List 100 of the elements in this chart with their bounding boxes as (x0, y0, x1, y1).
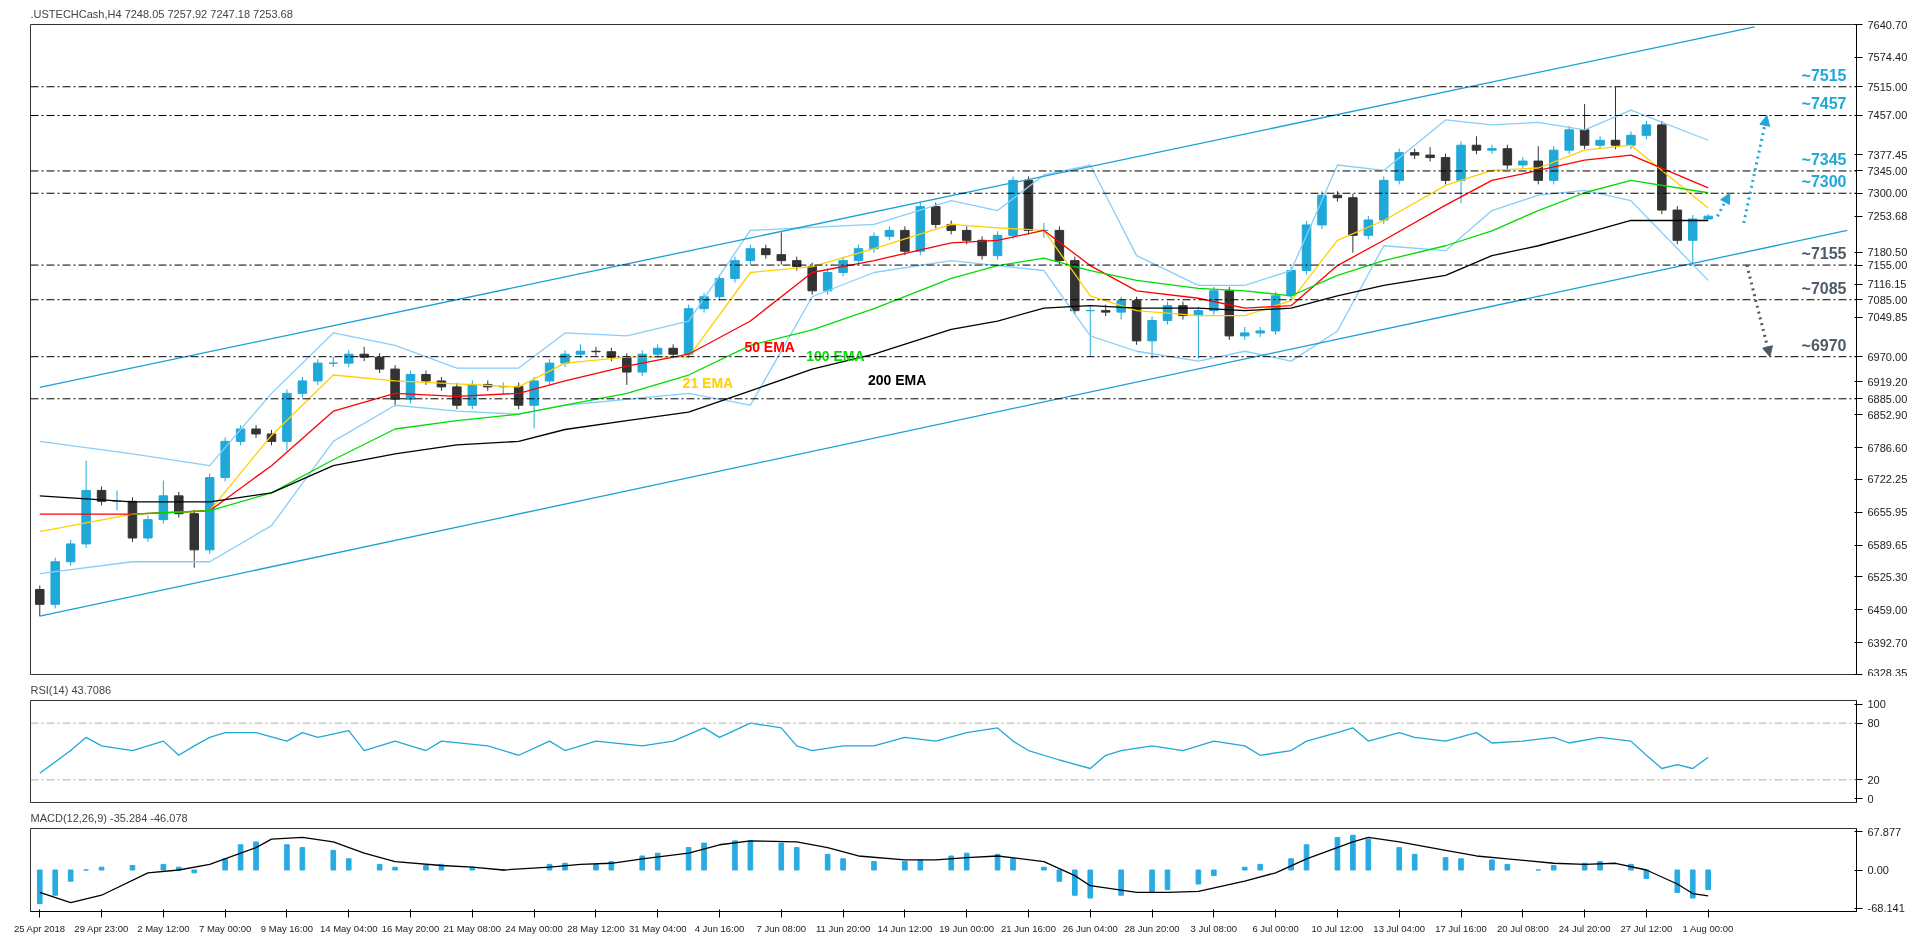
chart-title: .USTECHCash,H4 7248.05 7257.92 7247.18 7253.68 (30, 7, 293, 20)
candlestick (1147, 316, 1157, 360)
bar (1550, 865, 1557, 871)
x-tick-label: 26 Jun 04:00 (1062, 922, 1118, 934)
line-series (39, 722, 1709, 774)
x-tick-label: 10 Jul 12:00 (1311, 922, 1364, 934)
candlestick (1440, 153, 1451, 185)
bar (191, 869, 198, 874)
ref-line-label: ~7515 (1801, 66, 1847, 84)
x-tick-label: 14 May 04:00 (319, 922, 378, 934)
bar (840, 858, 846, 871)
line-series (39, 109, 1709, 467)
bar (1674, 869, 1681, 893)
y-tick-label: -68.141 (1867, 902, 1905, 915)
x-tick-label: 20 Jul 08:00 (1496, 922, 1549, 934)
y-tick-label: 7377.45 (1867, 148, 1908, 161)
bar (1010, 858, 1016, 871)
x-tick-label: 28 May 12:00 (567, 922, 625, 934)
y-tick-label: 6459.00 (1867, 603, 1908, 616)
bar (1489, 859, 1495, 871)
candlestick (900, 225, 910, 256)
y-tick-label: 7457.00 (1867, 109, 1908, 122)
bar (1411, 853, 1418, 871)
x-tick-label: 19 Jun 00:00 (939, 922, 995, 934)
bar (1087, 869, 1094, 899)
bar (392, 866, 398, 871)
bar (1257, 863, 1264, 871)
y-tick-label: 6589.65 (1867, 539, 1908, 552)
x-tick-label: 6 Jul 00:00 (1252, 922, 1299, 934)
candlestick (374, 352, 385, 374)
ref-line-label: ~6970 (1801, 336, 1847, 354)
x-tick-label: 21 Jun 16:00 (1001, 922, 1056, 934)
bar (732, 840, 738, 871)
candlestick (1564, 125, 1574, 155)
candlestick (1610, 86, 1621, 150)
y-tick-label: 100 (1867, 698, 1886, 711)
bar (1396, 847, 1403, 871)
bar (1041, 866, 1047, 871)
x-tick-label: 9 May 16:00 (260, 922, 314, 934)
bar (1705, 869, 1712, 891)
y-tick-label: 6852.90 (1867, 408, 1908, 421)
x-tick-label: 28 Jun 20:00 (1124, 922, 1180, 934)
bar (1211, 869, 1217, 877)
x-tick-label: 13 Jul 04:00 (1373, 922, 1426, 934)
y-tick-label: 7345.00 (1867, 164, 1908, 177)
y-tick-label: 7300.00 (1867, 187, 1908, 200)
candlestick (35, 585, 45, 617)
candlestick (544, 358, 555, 386)
ref-line-label: ~7300 (1801, 173, 1847, 191)
bar (1164, 869, 1171, 891)
candlestick (158, 480, 169, 525)
bar (1149, 869, 1155, 893)
candlestick (1641, 120, 1652, 140)
candlestick (297, 376, 308, 398)
x-tick-label: 29 Apr 23:00 (74, 922, 129, 934)
y-tick-label: 7116.15 (1867, 278, 1907, 291)
x-tick-label: 1 Aug 00:00 (1682, 922, 1734, 934)
x-tick-label: 7 Jun 08:00 (756, 922, 807, 934)
chart-title: RSI(14) 43.7086 (30, 683, 112, 696)
bar (1365, 838, 1372, 871)
candlestick (869, 231, 879, 254)
bar (871, 861, 877, 871)
ref-line-label: ~7345 (1801, 150, 1847, 168)
ref-line-label: ~7085 (1801, 279, 1847, 297)
bar (654, 852, 661, 871)
bar (685, 847, 692, 871)
candlestick (977, 235, 987, 261)
x-tick-label: 14 Jun 12:00 (877, 922, 933, 934)
bar (593, 863, 599, 871)
candlestick (822, 268, 833, 296)
candlestick (1502, 144, 1513, 170)
x-tick-label: 24 May 00:00 (505, 922, 563, 934)
bar (793, 847, 800, 871)
bar (1458, 858, 1464, 871)
bar (639, 855, 646, 871)
candlestick (251, 424, 261, 439)
y-tick-label: 7085.00 (1867, 293, 1908, 306)
candlestick (65, 539, 76, 567)
bar (376, 863, 383, 871)
bar (1350, 834, 1356, 871)
bar (963, 852, 970, 871)
bar (824, 853, 831, 871)
candlestick (714, 273, 725, 302)
bar (222, 858, 228, 871)
y-tick-label: 6328.35 (1867, 666, 1908, 679)
candlestick (1487, 144, 1497, 155)
candlestick (452, 382, 462, 410)
bar (160, 863, 167, 871)
x-tick-label: 21 May 08:00 (443, 922, 502, 934)
y-tick-label: 0 (1867, 792, 1874, 805)
ref-line-label: ~7457 (1801, 95, 1847, 113)
candlestick (745, 244, 756, 266)
bar (237, 844, 244, 871)
candlestick (776, 231, 787, 266)
candlestick (931, 202, 941, 229)
bar (917, 859, 924, 871)
ref-line-label: ~7155 (1801, 245, 1847, 263)
bar (948, 855, 955, 871)
y-tick-label: 0.00 (1867, 864, 1889, 876)
bar (284, 844, 290, 871)
